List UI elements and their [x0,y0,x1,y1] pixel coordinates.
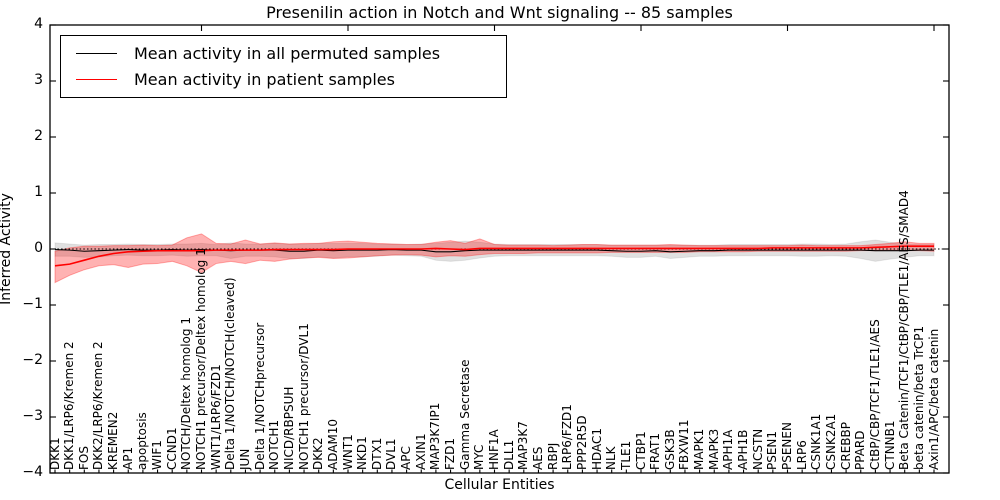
x-tick-label: AES [530,446,545,470]
x-tick-label: CCND1 [164,427,179,470]
x-tick-label: FOS [76,446,91,470]
legend-label-patient: Mean activity in patient samples [134,70,395,90]
permuted-line-swatch [76,52,117,54]
x-tick-label: TLE1 [618,440,633,470]
permuted-mean-line [54,249,934,253]
x-tick-label: RBPJ [545,442,560,470]
x-tick-label: APC [399,446,414,470]
x-tick-label: NOTCH/Deltex homolog 1 [179,317,194,470]
x-tick-label: Gamma Secretase [457,359,472,470]
x-tick-label: DTX1 [369,437,384,470]
x-tick-label: JUN [237,448,252,470]
permuted-std-band [54,239,935,262]
legend: Mean activity in all permuted samples Me… [60,35,507,98]
x-tick-label: DKK2/LRP6/Kremen 2 [91,341,106,470]
x-tick-label: FBXW11 [677,419,692,471]
x-tick-label: NICD/RBPSUH [281,386,296,470]
x-tick-label: NCSTN [750,428,765,470]
x-tick-label: MYC [472,444,487,470]
x-tick-label: FZD1 [443,438,458,470]
legend-item-permuted: Mean activity in all permuted samples [76,44,506,63]
x-tick-label: MAP3K7 [516,421,531,470]
y-tick-label: 4 [34,16,43,32]
x-tick-label: DKK1 [47,437,62,470]
y-tick-label: −2 [22,352,43,368]
x-tick-label: Delta 1/NOTCH/NOTCH(cleaved) [223,277,238,470]
axis-ticks [50,24,949,474]
y-tick-label: 0 [34,240,43,256]
x-tick-label: CtBP/CBP/TCF1/TLE1/AES [867,319,882,470]
y-tick-label: 3 [34,72,43,88]
x-tick-label: NOTCH1 [267,419,282,470]
x-tick-label: WNT1/LRP6/FZD1 [208,364,223,470]
x-tick-label: CTBP1 [633,431,648,470]
legend-item-patient: Mean activity in patient samples [76,70,506,89]
x-tick-label: CTNNB1 [882,420,897,470]
x-tick-label: PPP2R5D [574,415,589,470]
x-tick-label: HNF1A [487,429,501,470]
x-tick-label: MAPK3 [706,428,721,470]
x-tick-label: beta catenin/beta TrCP1 [911,325,926,470]
x-tick-label: MAPK1 [692,428,707,470]
x-tick-label: HDAC1 [589,427,604,470]
chart-title: Presenilin action in Notch and Wnt signa… [266,3,733,22]
x-tick-label: MAP3K7IP1 [428,402,443,470]
x-tick-label: Beta Catenin/TCF1/CtBP/CBP/TLE1/AES/SMAD… [897,190,912,470]
x-tick-label: Delta 1/NOTCHprecursor [252,322,267,470]
x-tick-label: DKK2 [311,437,326,470]
x-tick-label: Axin1/APC/beta catenin [926,328,941,470]
x-tick-label: NOTCH1 precursor/Deltex homolog 1 [194,248,208,470]
y-axis-label: Inferred Activity [0,193,14,305]
x-tick-label: apoptosis [135,412,150,470]
x-tick-label: DLL1 [501,439,516,470]
y-tick-label: 2 [34,128,43,144]
x-tick-label: WIF1 [150,440,165,470]
y-tick-label: −3 [22,408,43,424]
x-tick-label: CSNK1A1 [809,413,824,470]
x-tick-label: LRP6/FZD1 [560,404,575,470]
y-tick-label: 1 [34,184,43,200]
x-tick-label: NKD1 [355,436,370,470]
x-tick-label: FRAT1 [648,433,663,470]
x-tick-label: PSEN1 [765,430,780,470]
x-tick-label: CSNK2A1 [823,413,838,470]
x-tick-label: NLK [604,446,619,470]
x-tick-label: CREBBP [838,422,853,470]
x-tick-label: GSK3B [662,429,677,470]
x-tick-label: NOTCH1 precursor/DVL1 [296,323,311,470]
x-tick-label: AP1 [120,446,135,470]
x-tick-label: LRP6 [794,440,809,470]
x-tick-label: PSENEN [780,422,794,470]
patient-std-band [54,233,935,284]
legend-label-permuted: Mean activity in all permuted samples [134,43,441,63]
x-tick-label: KREMEN2 [106,411,121,470]
y-tick-label: −1 [22,296,43,312]
x-tick-label: AXIN1 [413,433,428,470]
x-tick-label: PPARD [853,430,868,471]
y-tick-label: −4 [22,464,43,480]
x-tick-label: DKK1/LRP6/Kremen 2 [62,341,77,470]
x-tick-label: APH1B [736,429,751,470]
x-tick-label: DVL1 [384,438,399,470]
patient-line-swatch [76,79,117,81]
x-tick-label: APH1A [721,429,736,470]
patient-mean-line [54,245,934,267]
x-tick-label: ADAM10 [325,418,340,470]
x-tick-label: WNT1 [340,434,355,470]
x-axis-label: Cellular Entities [444,477,555,493]
